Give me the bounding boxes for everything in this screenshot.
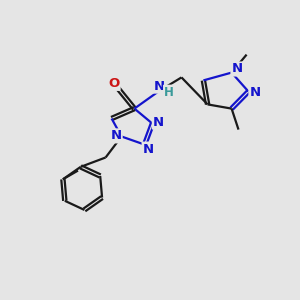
Text: N: N (142, 142, 154, 156)
Text: N: N (110, 129, 122, 142)
Text: N: N (153, 80, 165, 93)
Text: N: N (231, 62, 243, 76)
Text: N: N (249, 85, 261, 99)
Text: H: H (164, 85, 174, 99)
Text: O: O (108, 77, 120, 90)
Text: N: N (153, 116, 164, 129)
